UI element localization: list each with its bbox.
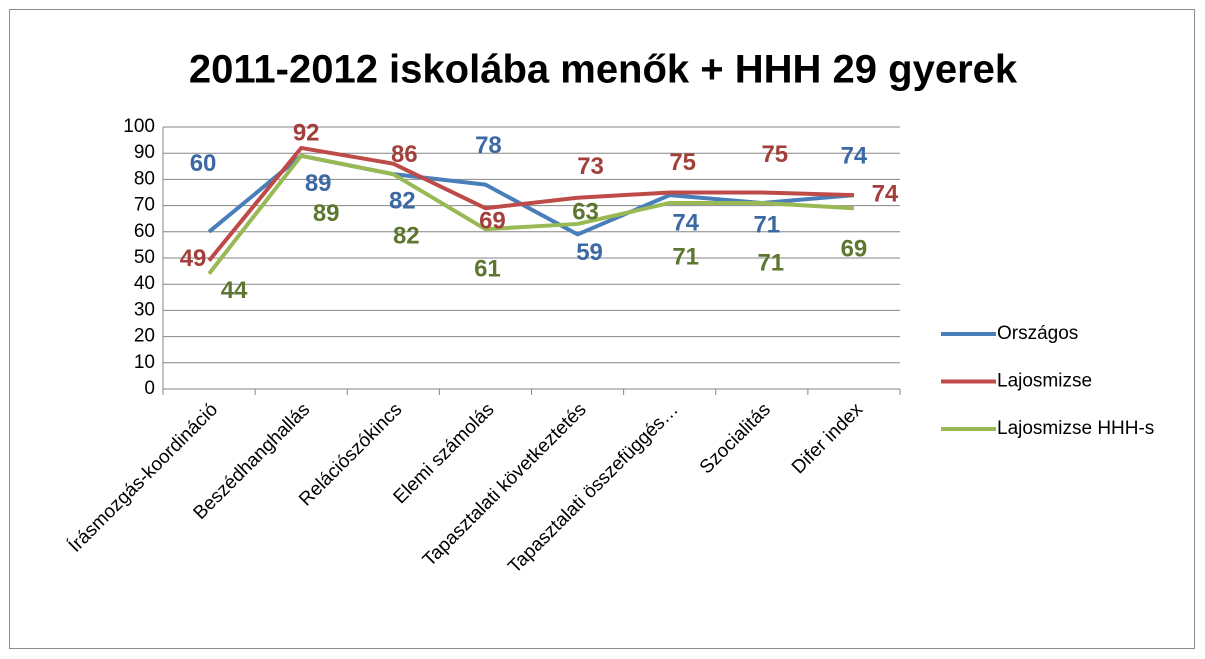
y-tick-label: 30 (134, 299, 155, 320)
data-label: 61 (474, 256, 501, 283)
data-label: 82 (389, 188, 416, 215)
data-label: 74 (841, 142, 868, 169)
data-label: 60 (190, 150, 217, 177)
data-label: 92 (293, 119, 320, 146)
series-line (207, 145, 854, 262)
y-tick-label: 80 (134, 168, 155, 189)
data-label: 82 (393, 223, 420, 250)
y-tick-label: 10 (134, 352, 155, 373)
data-label: 69 (841, 236, 868, 263)
legend-label: Lajosmizse HHH-s (997, 418, 1154, 439)
data-label: 75 (761, 141, 788, 168)
y-tick-label: 20 (134, 326, 155, 347)
data-label: 63 (572, 198, 599, 225)
y-tick-label: 50 (134, 247, 155, 268)
data-label: 49 (180, 245, 207, 272)
y-tick-label: 60 (134, 221, 155, 242)
data-label: 71 (757, 249, 784, 276)
y-tick-label: 70 (134, 195, 155, 216)
legend-label: Országos (997, 323, 1078, 344)
chart-border (9, 9, 1195, 649)
data-label: 69 (479, 208, 506, 235)
data-label: 89 (305, 170, 332, 197)
data-label: 71 (753, 211, 780, 238)
data-label: 74 (672, 209, 699, 236)
series-line (207, 153, 855, 275)
y-tick-label: 90 (134, 142, 155, 163)
data-label: 74 (872, 180, 899, 207)
data-label: 59 (576, 239, 603, 266)
data-label: 75 (669, 149, 696, 176)
data-label: 44 (221, 277, 248, 304)
data-label: 86 (391, 141, 418, 168)
y-tick-label: 0 (144, 378, 155, 399)
y-tick-label: 100 (123, 116, 155, 137)
data-label: 71 (672, 243, 699, 270)
data-label: 73 (577, 153, 604, 180)
y-tick-label: 40 (134, 273, 155, 294)
data-label: 89 (313, 200, 340, 227)
data-label: 78 (475, 132, 502, 159)
legend-label: Lajosmizse (997, 371, 1092, 392)
chart-title: 2011-2012 iskolába menők + HHH 29 gyerek (189, 48, 1018, 92)
